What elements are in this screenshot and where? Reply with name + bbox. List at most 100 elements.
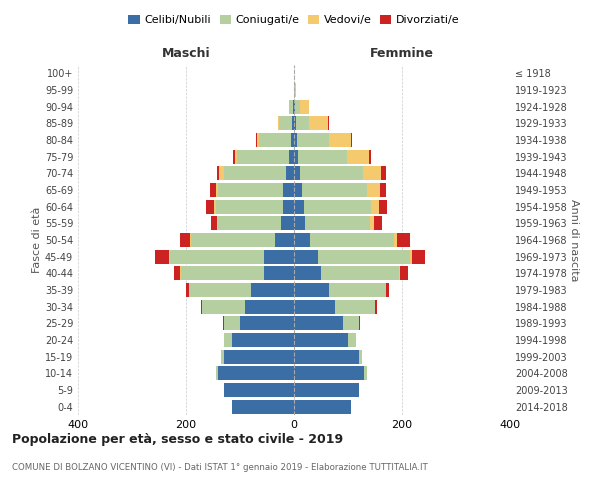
Bar (216, 200, 283, 214)
Bar (216, 366, 218, 380)
Bar (179, 233, 190, 247)
Bar (309, 116, 328, 130)
Bar (294, 383, 359, 397)
Bar (214, 200, 216, 214)
Bar (294, 366, 364, 380)
Bar (301, 166, 362, 180)
Bar (296, 116, 309, 130)
Bar (294, 233, 310, 247)
Bar (294, 350, 359, 364)
Bar (283, 200, 294, 214)
Bar (296, 133, 329, 147)
Bar (240, 316, 294, 330)
Bar (382, 166, 386, 180)
Bar (232, 400, 294, 414)
Bar (294, 250, 319, 264)
Bar (220, 166, 224, 180)
Bar (169, 250, 170, 264)
Bar (359, 350, 361, 364)
Text: Femmine: Femmine (370, 47, 434, 60)
Bar (294, 100, 295, 114)
Bar (218, 216, 281, 230)
Bar (202, 300, 245, 314)
Y-axis label: Anni di nascita: Anni di nascita (569, 198, 579, 281)
Bar (292, 133, 294, 147)
Bar (190, 233, 191, 247)
Bar (265, 266, 294, 280)
Bar (279, 116, 292, 130)
Bar (224, 316, 240, 330)
Bar (329, 133, 351, 147)
Bar (174, 266, 179, 280)
Bar (294, 83, 295, 97)
Bar (394, 233, 397, 247)
Bar (374, 216, 382, 230)
Legend: Celibi/Nubili, Coniugati/e, Vedovi/e, Divorziati/e: Celibi/Nubili, Coniugati/e, Vedovi/e, Di… (124, 10, 464, 30)
Bar (224, 333, 232, 347)
Bar (347, 150, 368, 164)
Bar (319, 250, 410, 264)
Bar (294, 116, 296, 130)
Bar (295, 100, 301, 114)
Bar (170, 250, 265, 264)
Bar (210, 183, 216, 197)
Bar (368, 150, 371, 164)
Bar (181, 266, 265, 280)
Bar (189, 283, 251, 297)
Bar (233, 150, 235, 164)
Bar (200, 300, 202, 314)
Bar (343, 316, 359, 330)
Bar (400, 266, 409, 280)
Bar (380, 183, 386, 197)
Bar (257, 133, 259, 147)
Bar (256, 133, 257, 147)
Bar (281, 216, 294, 230)
Bar (289, 100, 293, 114)
Bar (294, 183, 302, 197)
Bar (224, 166, 286, 180)
Bar (221, 350, 224, 364)
Bar (294, 333, 348, 347)
Bar (217, 216, 218, 230)
Bar (251, 283, 294, 297)
Bar (224, 350, 294, 364)
Bar (283, 183, 294, 197)
Bar (289, 150, 294, 164)
Bar (265, 250, 294, 264)
Bar (335, 300, 375, 314)
Bar (348, 333, 356, 347)
Bar (218, 366, 294, 380)
Bar (293, 100, 294, 114)
Bar (294, 150, 298, 164)
Bar (245, 300, 294, 314)
Bar (286, 166, 294, 180)
Bar (294, 133, 296, 147)
Bar (367, 183, 380, 197)
Bar (292, 116, 294, 130)
Bar (179, 266, 181, 280)
Bar (310, 233, 394, 247)
Bar (359, 316, 360, 330)
Bar (350, 133, 352, 147)
Bar (329, 283, 386, 297)
Bar (410, 250, 412, 264)
Bar (298, 150, 347, 164)
Bar (362, 166, 382, 180)
Text: Maschi: Maschi (161, 47, 211, 60)
Bar (223, 316, 224, 330)
Bar (302, 183, 367, 197)
Text: Popolazione per età, sesso e stato civile - 2019: Popolazione per età, sesso e stato civil… (12, 432, 343, 446)
Bar (211, 216, 217, 230)
Bar (206, 200, 214, 214)
Bar (295, 83, 296, 97)
Bar (294, 216, 305, 230)
Bar (386, 283, 389, 297)
Y-axis label: Fasce di età: Fasce di età (32, 207, 42, 273)
Bar (294, 316, 343, 330)
Bar (294, 400, 350, 414)
Bar (364, 366, 367, 380)
Bar (278, 116, 279, 130)
Bar (294, 266, 321, 280)
Bar (224, 383, 294, 397)
Bar (397, 233, 410, 247)
